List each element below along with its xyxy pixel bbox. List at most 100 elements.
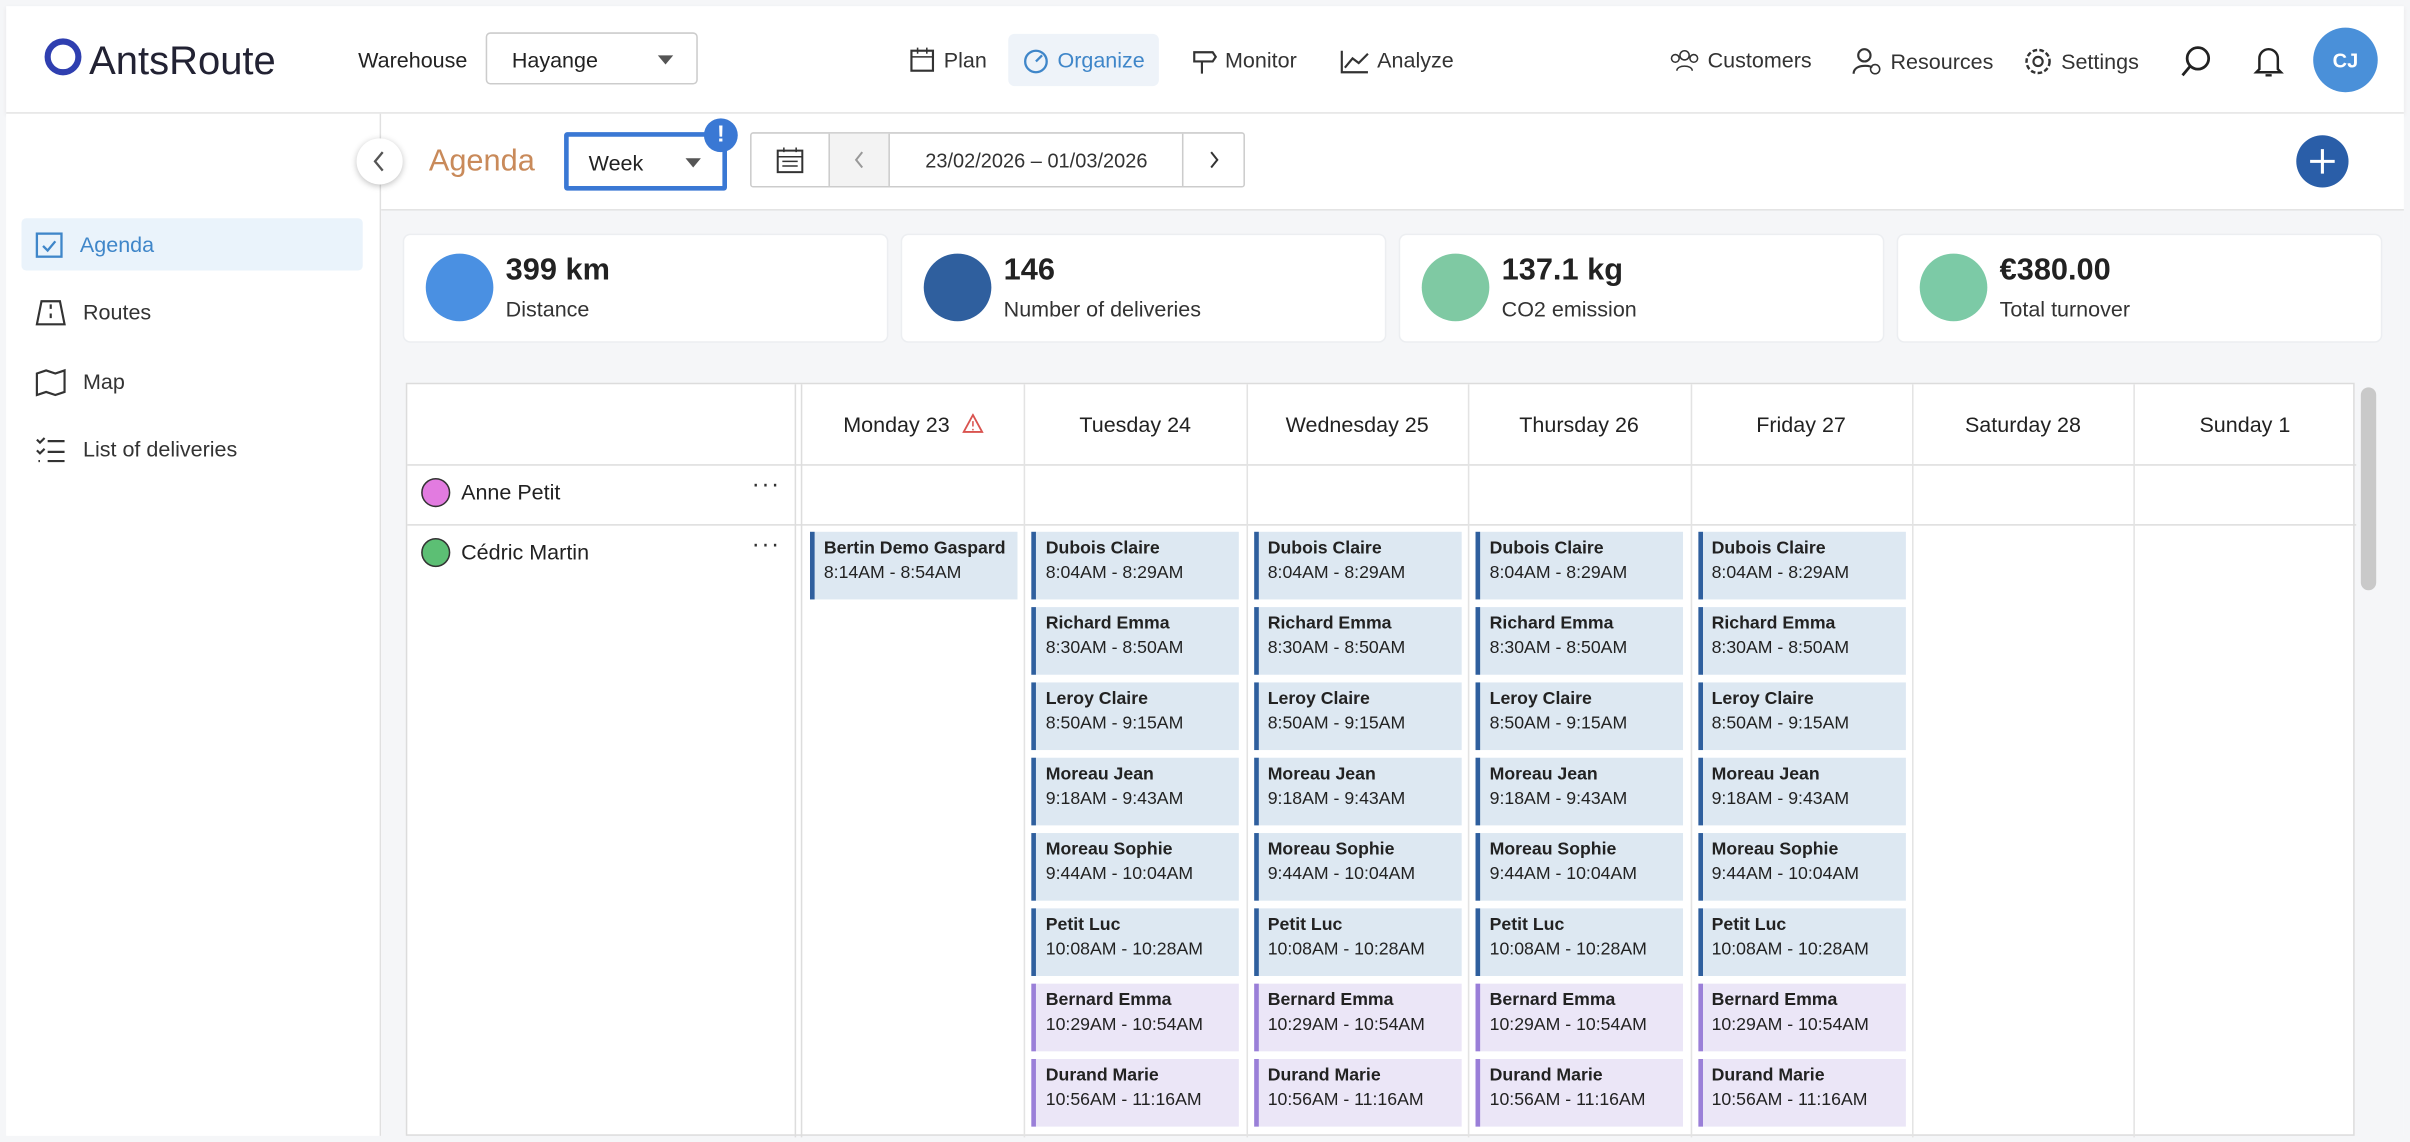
nav-resources[interactable]: Resources	[1852, 46, 1993, 77]
date-nav: 23/02/2026 – 01/03/2026	[750, 132, 1245, 188]
event-name: Richard Emma	[1489, 614, 1614, 634]
event[interactable]: Dubois Claire 8:04AM - 8:29AM	[1697, 531, 1906, 600]
avatar[interactable]: CJ	[2313, 27, 2378, 93]
event[interactable]: Moreau Sophie 9:44AM - 10:04AM	[1031, 833, 1240, 901]
event-time: 8:50AM - 9:15AM	[1045, 714, 1184, 734]
event[interactable]: Durand Marie 10:56AM - 11:16AM	[1253, 1058, 1462, 1127]
event-time: 8:14AM - 8:54AM	[823, 564, 962, 583]
event[interactable]: Petit Luc 10:08AM - 10:28AM	[1475, 908, 1684, 976]
alert-badge: !	[703, 118, 738, 153]
event-time: 8:50AM - 9:15AM	[1489, 714, 1628, 734]
event-name: Moreau Jean	[1711, 765, 1820, 784]
nav-analyze[interactable]: Analyze	[1339, 46, 1454, 74]
event[interactable]: Dubois Claire 8:04AM - 8:29AM	[1475, 531, 1684, 600]
event[interactable]: Moreau Jean 9:18AM - 9:43AM	[1475, 757, 1684, 826]
event[interactable]: Durand Marie 10:56AM - 11:16AM	[1475, 1058, 1684, 1127]
prev-button[interactable]	[829, 133, 891, 186]
event-name: Leroy Claire	[1045, 690, 1148, 709]
event-time: 8:04AM - 8:29AM	[1489, 564, 1628, 583]
day-header: Saturday 28	[1912, 412, 2134, 437]
event[interactable]: Dubois Claire 8:04AM - 8:29AM	[1031, 531, 1240, 600]
view-select[interactable]: Week	[564, 132, 728, 191]
top-bar: AntsRoute Warehouse Hayange Plan Organiz…	[6, 6, 2404, 114]
event[interactable]: Bertin Demo Gaspard 8:14AM - 8:54AM	[809, 531, 1018, 600]
event[interactable]: Leroy Claire 8:50AM - 9:15AM	[1697, 682, 1906, 751]
event-time: 9:44AM - 10:04AM	[1045, 865, 1194, 884]
side-deliveries[interactable]: List of deliveries	[22, 423, 363, 475]
stat-icon	[1919, 253, 1988, 322]
event[interactable]: Dubois Claire 8:04AM - 8:29AM	[1253, 531, 1462, 600]
event[interactable]: Durand Marie 10:56AM - 11:16AM	[1697, 1058, 1906, 1127]
nav-plan[interactable]: Plan	[908, 46, 987, 74]
day-label: Saturday 28	[1964, 411, 2082, 437]
event[interactable]: Leroy Claire 8:50AM - 9:15AM	[1031, 682, 1240, 751]
event[interactable]: Moreau Jean 9:18AM - 9:43AM	[1253, 757, 1462, 826]
event-name: Durand Marie	[1711, 1066, 1825, 1086]
event[interactable]: Petit Luc 10:08AM - 10:28AM	[1253, 908, 1462, 976]
resource-dot	[421, 478, 451, 508]
view-value: Week	[588, 150, 644, 176]
event[interactable]: Moreau Sophie 9:44AM - 10:04AM	[1253, 833, 1462, 901]
side-label: List of deliveries	[82, 436, 238, 462]
event[interactable]: Bernard Emma 10:29AM - 10:54AM	[1253, 983, 1462, 1052]
nav-customers[interactable]: Customers	[1669, 46, 1812, 74]
event-time: 9:18AM - 9:43AM	[1489, 790, 1628, 809]
bell-icon[interactable]	[2253, 45, 2284, 79]
event-time: 10:08AM - 10:28AM	[1045, 940, 1203, 960]
side-map[interactable]: Map	[22, 355, 363, 407]
icon	[1340, 50, 1369, 74]
event-time: 10:08AM - 10:28AM	[1711, 940, 1869, 960]
icon	[1209, 151, 1219, 169]
add-button[interactable]	[2296, 135, 2349, 188]
event[interactable]: Moreau Jean 9:18AM - 9:43AM	[1697, 757, 1906, 826]
event-time: 10:56AM - 11:16AM	[1489, 1091, 1646, 1110]
more-button[interactable]: ···	[751, 531, 781, 558]
event[interactable]: Durand Marie 10:56AM - 11:16AM	[1031, 1058, 1240, 1127]
event[interactable]: Bernard Emma 10:29AM - 10:54AM	[1031, 983, 1240, 1052]
event-name: Petit Luc	[1267, 916, 1343, 935]
event[interactable]: Petit Luc 10:08AM - 10:28AM	[1697, 908, 1906, 976]
event-name: Durand Marie	[1045, 1066, 1159, 1086]
event-time: 8:04AM - 8:29AM	[1711, 564, 1850, 583]
event[interactable]: Richard Emma 8:30AM - 8:50AM	[1253, 607, 1462, 675]
event-name: Bernard Emma	[1489, 991, 1616, 1010]
icon	[910, 47, 935, 72]
event[interactable]: Bernard Emma 10:29AM - 10:54AM	[1697, 983, 1906, 1052]
next-button[interactable]	[1184, 134, 1243, 186]
event[interactable]: Leroy Claire 8:50AM - 9:15AM	[1475, 682, 1684, 751]
nav-label: Organize	[1057, 47, 1145, 73]
col-line	[1468, 384, 1470, 1138]
more-button[interactable]: ···	[751, 471, 781, 498]
event-name: Durand Marie	[1489, 1066, 1603, 1086]
calendar-button[interactable]	[752, 133, 830, 186]
event[interactable]: Richard Emma 8:30AM - 8:50AM	[1697, 607, 1906, 675]
event[interactable]: Moreau Sophie 9:44AM - 10:04AM	[1697, 833, 1906, 901]
event[interactable]: Richard Emma 8:30AM - 8:50AM	[1475, 607, 1684, 675]
icon	[373, 151, 384, 172]
warehouse-value: Hayange	[511, 47, 598, 73]
nav-monitor[interactable]: Monitor	[1190, 46, 1297, 74]
event[interactable]: Moreau Jean 9:18AM - 9:43AM	[1031, 757, 1240, 826]
col-line	[1690, 384, 1692, 1138]
logo-icon	[44, 38, 82, 76]
page-title: Agenda	[428, 144, 535, 179]
stat-card: 137.1 kg CO2 emission	[1400, 235, 1883, 342]
event-time: 10:08AM - 10:28AM	[1489, 940, 1647, 960]
event[interactable]: Leroy Claire 8:50AM - 9:15AM	[1253, 682, 1462, 751]
nav-label: Plan	[943, 47, 987, 73]
nav-organize[interactable]: Organize	[1008, 33, 1159, 87]
nav-settings[interactable]: Settings	[2023, 46, 2139, 77]
side-routes[interactable]: Routes	[22, 286, 363, 338]
event[interactable]: Moreau Sophie 9:44AM - 10:04AM	[1475, 833, 1684, 901]
side-agenda[interactable]: Agenda	[21, 218, 363, 271]
event[interactable]: Bernard Emma 10:29AM - 10:54AM	[1475, 983, 1684, 1052]
event-time: 9:44AM - 10:04AM	[1489, 865, 1638, 884]
event-time: 8:30AM - 8:50AM	[1267, 639, 1406, 658]
stat-card: 146 Number of deliveries	[902, 235, 1385, 342]
event[interactable]: Petit Luc 10:08AM - 10:28AM	[1031, 908, 1240, 976]
search-icon[interactable]	[2179, 45, 2213, 79]
collapse-button[interactable]	[356, 138, 403, 185]
event[interactable]: Richard Emma 8:30AM - 8:50AM	[1031, 607, 1240, 675]
icon	[1670, 49, 1699, 71]
warehouse-select[interactable]: Hayange	[485, 32, 698, 85]
